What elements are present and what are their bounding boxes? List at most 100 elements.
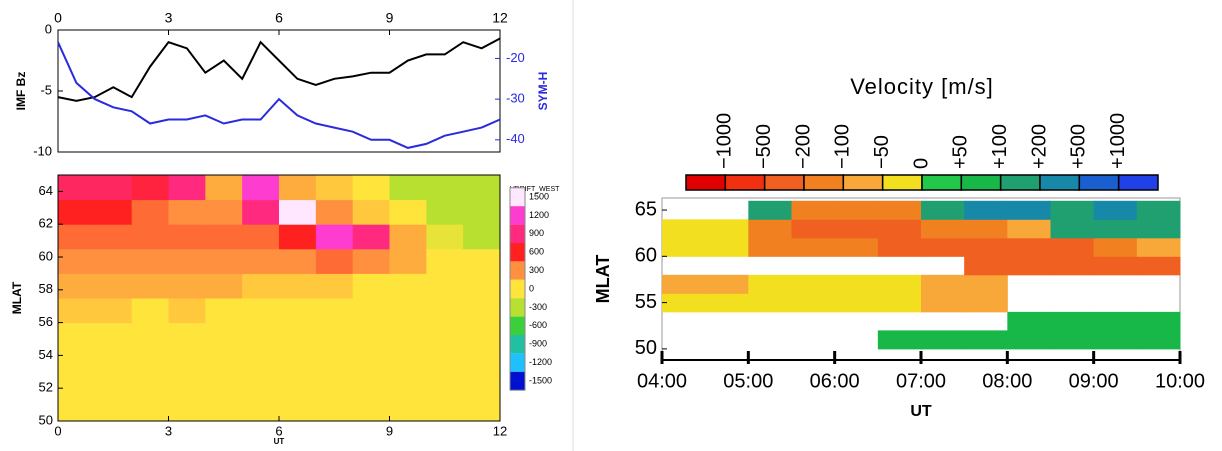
colorbar-swatch	[510, 298, 525, 317]
heat-cell	[834, 274, 879, 294]
heat-cell	[94, 248, 133, 274]
heat-cell	[1093, 219, 1138, 239]
heat-cell	[242, 396, 280, 422]
heat-cell	[426, 298, 464, 324]
heat-cell	[131, 347, 169, 373]
heat-cell	[242, 175, 280, 201]
heat-cell	[1093, 256, 1138, 276]
y-tick-label: 64	[39, 183, 53, 198]
heat-cell	[705, 237, 749, 257]
colorbar-swatch	[510, 353, 525, 372]
heat-cell	[877, 237, 922, 257]
colorbar-box	[685, 174, 727, 191]
heat-cell	[1136, 330, 1181, 350]
heat-cell	[58, 371, 96, 397]
heat-cell	[279, 199, 317, 225]
heat-cell	[279, 298, 317, 324]
heat-cell	[389, 199, 427, 225]
colorbar-label: +100	[989, 124, 1011, 169]
heat-cell	[168, 298, 206, 324]
heat-cell	[58, 298, 96, 324]
heat-cell	[791, 200, 836, 220]
heat-cell	[58, 273, 96, 299]
colorbar-box	[881, 174, 923, 191]
heat-cell	[877, 293, 922, 313]
heat-cell	[279, 371, 317, 397]
heat-cell	[964, 293, 1008, 313]
x-axis-label: UT	[274, 437, 285, 446]
y-tick-label: 50	[635, 337, 657, 359]
y-tick-label: 52	[39, 380, 53, 395]
heat-cell	[131, 371, 169, 397]
heat-cell	[94, 347, 133, 373]
heat-cell	[1050, 219, 1095, 239]
heat-cell	[705, 219, 749, 239]
heat-cell	[205, 371, 243, 397]
heat-cell	[315, 347, 354, 373]
x-tick-label: 6	[275, 10, 283, 26]
colorbar-box	[999, 174, 1041, 191]
heat-cell	[58, 347, 96, 373]
x-tick-label: 9	[386, 423, 393, 438]
heat-cell	[242, 273, 280, 299]
heat-cell	[315, 298, 354, 324]
heat-cell	[791, 237, 836, 257]
heat-cell	[168, 322, 206, 348]
heat-cell	[463, 371, 501, 397]
colorbar-label: −100	[832, 124, 854, 169]
x-axis-label: UT	[910, 403, 932, 420]
colorbar-label: −200	[792, 124, 814, 169]
y-tick-label: -5	[40, 82, 52, 97]
heat-cell	[426, 273, 464, 299]
series-line	[57, 37, 501, 102]
heat-cell	[242, 248, 280, 274]
heat-cell	[131, 273, 169, 299]
heat-cell	[426, 199, 464, 225]
heat-cell	[94, 396, 133, 422]
heat-cell	[1050, 311, 1095, 331]
heat-cell	[168, 199, 206, 225]
y-axis-label: MLAT	[10, 281, 24, 314]
heat-cell	[921, 293, 965, 313]
colorbar-label: 1500	[529, 191, 549, 201]
heat-cell	[94, 371, 133, 397]
heat-cell	[315, 175, 354, 201]
colorbar-label: 600	[529, 247, 544, 257]
x-tick-label: 12	[493, 423, 507, 438]
x-tick-label: 09:00	[1069, 370, 1119, 392]
heat-cell	[1136, 311, 1181, 331]
heat-cell	[352, 224, 390, 250]
heat-cell	[463, 248, 501, 274]
heat-cell	[279, 322, 317, 348]
heat-cell	[168, 273, 206, 299]
colorbar-label: +500	[1068, 124, 1090, 169]
heat-cell	[315, 248, 354, 274]
heat-cell	[1050, 200, 1095, 220]
colorbar-box	[1039, 174, 1081, 191]
colorbar-frame	[509, 187, 526, 391]
heat-cell	[315, 224, 354, 250]
colorbar-box	[921, 174, 963, 191]
heat-cell	[834, 200, 879, 220]
heat-cell	[748, 200, 792, 220]
colorbar-swatch	[510, 224, 525, 243]
heat-cell	[1136, 219, 1181, 239]
heat-cell	[58, 224, 96, 250]
heat-cell	[205, 396, 243, 422]
heat-cell	[791, 219, 836, 239]
heat-cell	[921, 274, 965, 294]
heat-cell	[964, 237, 1008, 257]
heat-cell	[94, 224, 133, 250]
y2-tick-label: -30	[506, 91, 525, 106]
colorbar-swatch	[510, 243, 525, 262]
heat-cell	[389, 298, 427, 324]
y-tick-label: 60	[635, 245, 657, 267]
series-line	[57, 41, 501, 149]
heat-cell	[94, 175, 133, 201]
heat-cell	[1093, 311, 1138, 331]
colorbar-label: +200	[1028, 124, 1050, 169]
colorbar-label: 0	[529, 283, 534, 293]
heat-cell	[389, 371, 427, 397]
colorbar-box	[960, 174, 1002, 191]
heat-cell	[463, 175, 501, 201]
